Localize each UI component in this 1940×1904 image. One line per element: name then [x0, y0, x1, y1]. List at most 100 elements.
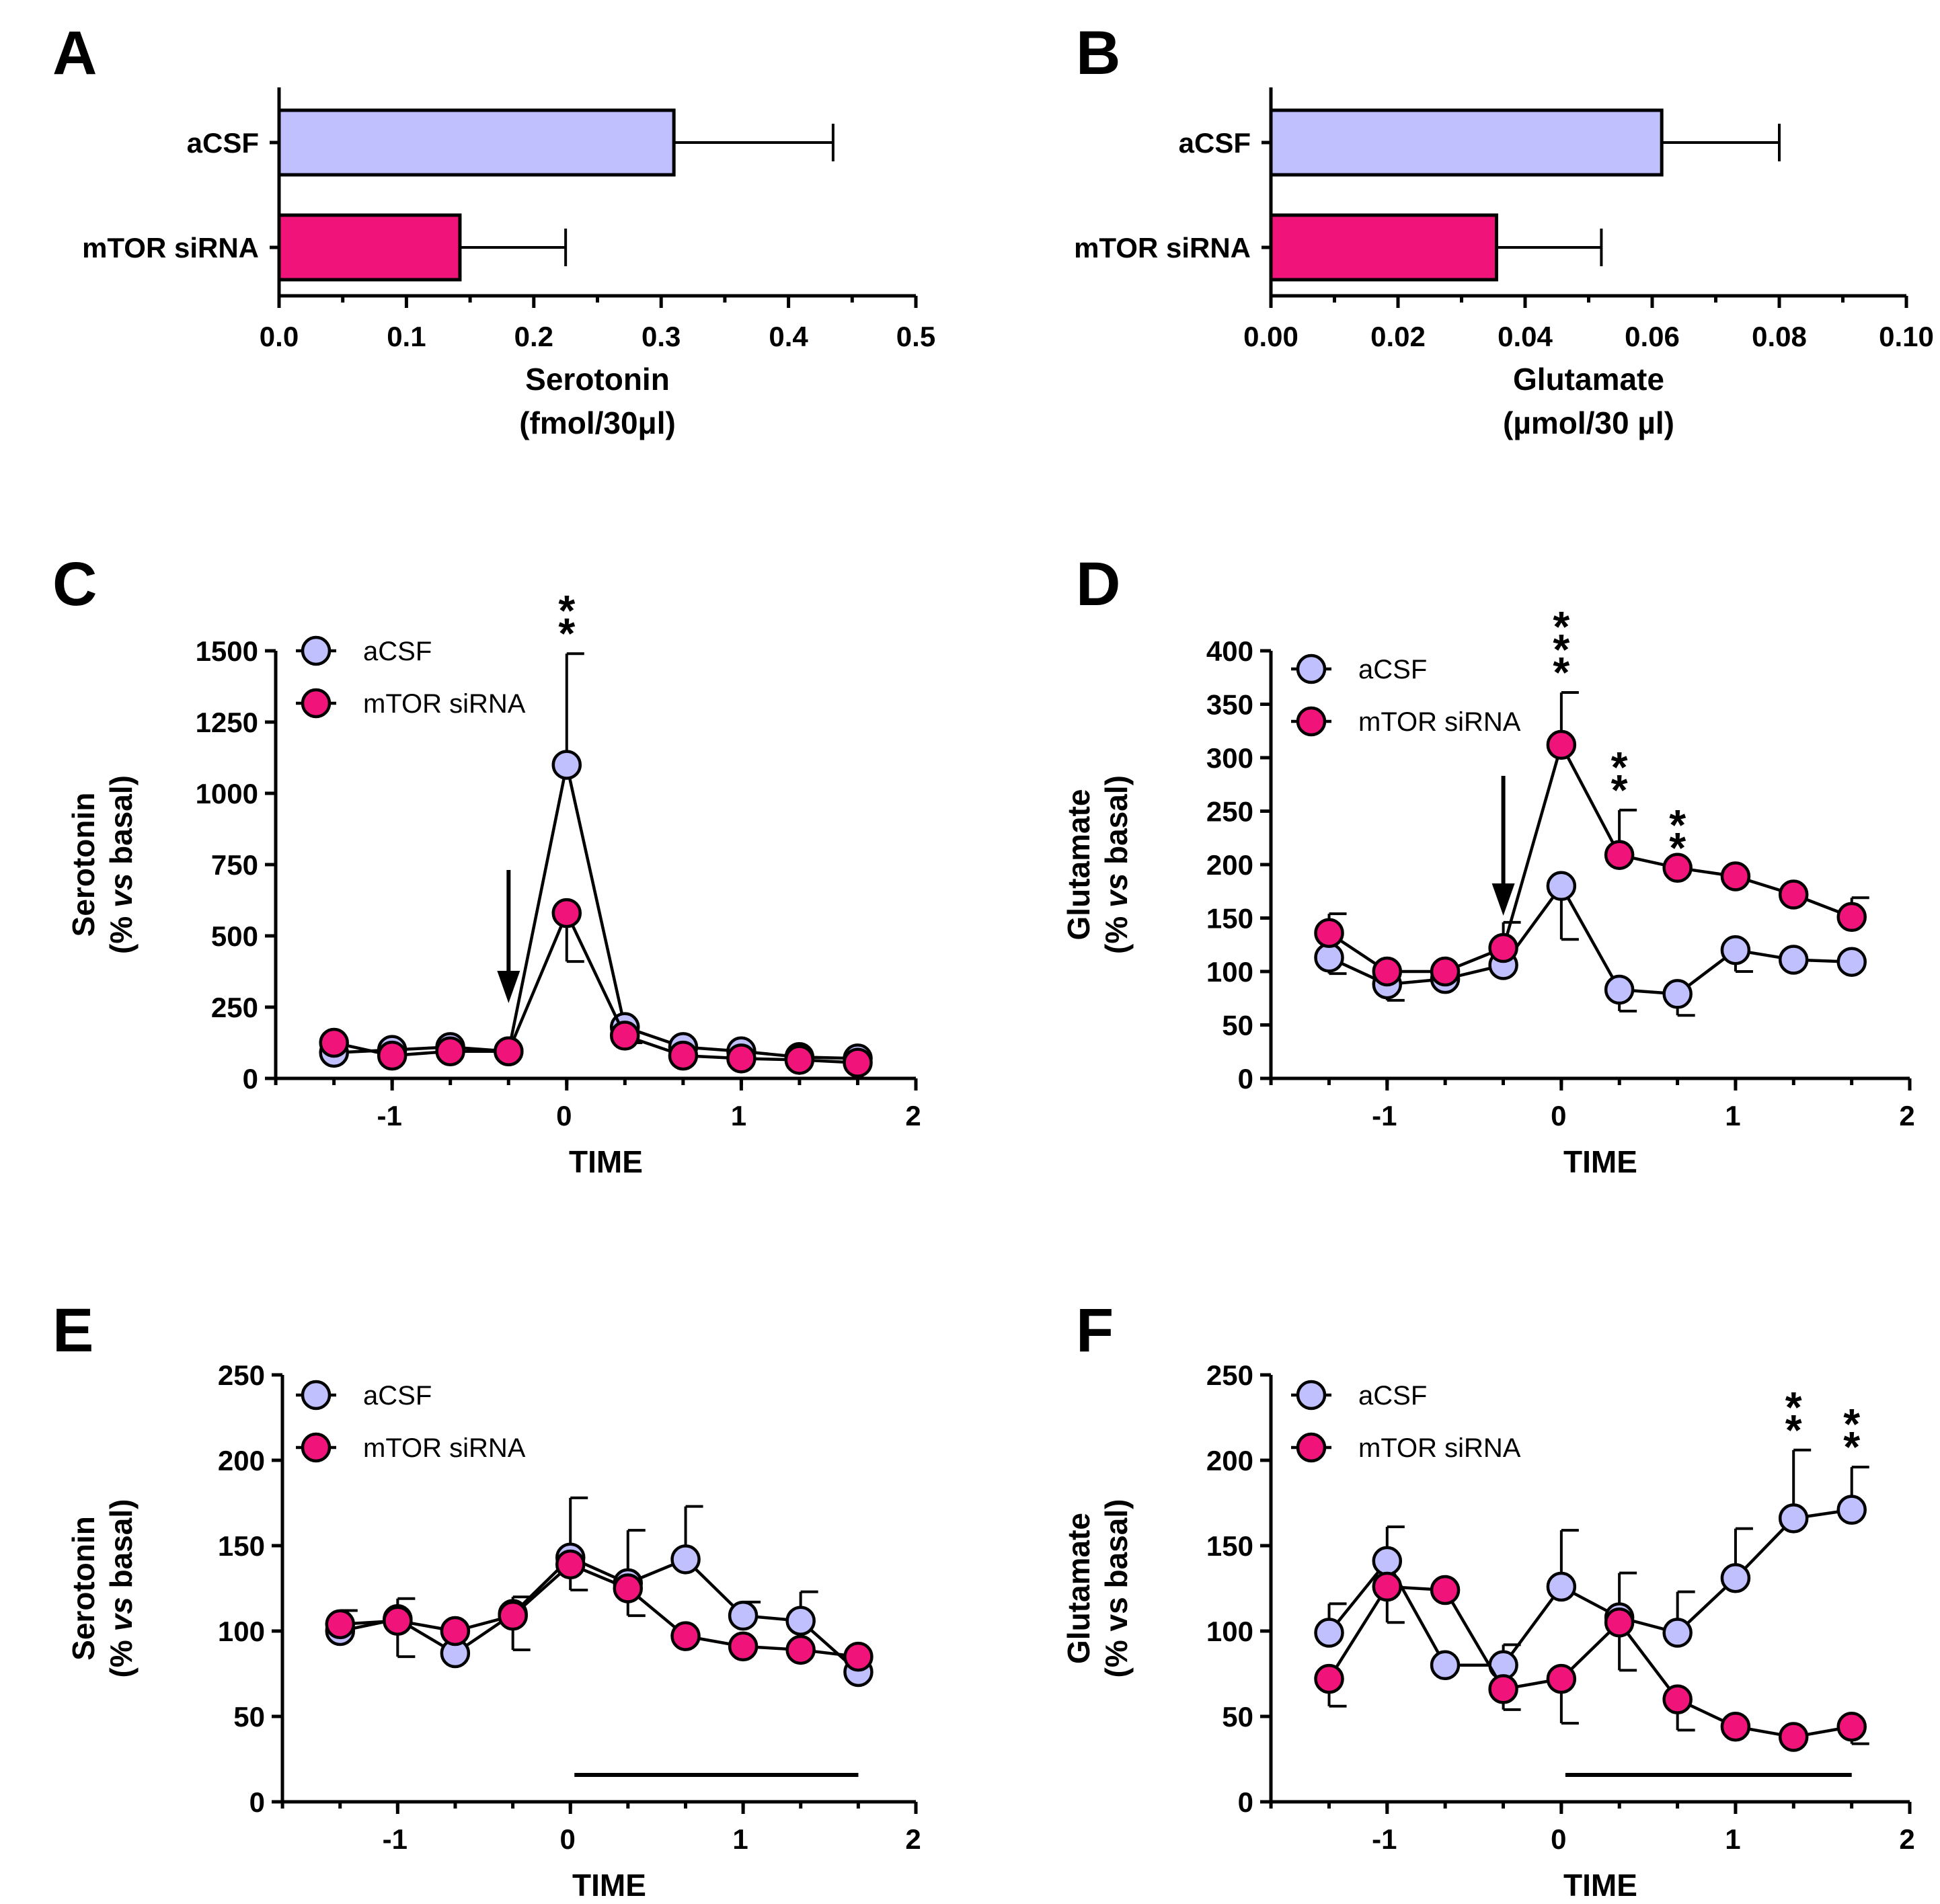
data-point — [1662, 852, 1693, 883]
data-point — [1546, 871, 1577, 902]
panel-label: D — [1076, 550, 1120, 619]
x-tick-label: 0 — [560, 1823, 576, 1855]
panel-c: C 0 250 500 750 1000 1250 1500 -1 0 1 2 TIME Serotoni… — [52, 550, 921, 1179]
data-point — [1314, 1663, 1344, 1694]
panel-label: E — [52, 1296, 93, 1365]
legend-label: aCSF — [1358, 655, 1427, 684]
bar-mtor-sirna — [277, 213, 462, 282]
y-tick-label: 350 — [1206, 689, 1253, 721]
y-tick-label: 100 — [1206, 956, 1253, 988]
y-tick-label: 150 — [1206, 903, 1253, 935]
data-point — [785, 1634, 816, 1665]
data-point — [1720, 1563, 1751, 1593]
data-point — [498, 1600, 528, 1631]
y-tick-label: 200 — [1206, 849, 1253, 881]
data-point — [843, 1641, 874, 1672]
x-tick-label: 0.2 — [514, 321, 553, 352]
significance-star: * — [1611, 766, 1628, 814]
legend: aCSF mTOR siRNA — [296, 635, 526, 719]
bar-acsf — [277, 108, 676, 177]
data-point — [726, 1043, 756, 1074]
data-point — [670, 1621, 701, 1651]
panel-label: C — [52, 550, 97, 619]
significance-stars: ** — [1785, 1383, 1802, 1454]
data-point — [1546, 729, 1577, 760]
legend-label: mTOR siRNA — [363, 1433, 526, 1463]
legend: aCSF mTOR siRNA — [1291, 1380, 1521, 1463]
data-point — [551, 898, 582, 928]
x-tick-label: -1 — [1372, 1823, 1397, 1855]
data-point — [377, 1040, 408, 1071]
x-tick-label: 1 — [1725, 1100, 1740, 1132]
data-point — [1778, 879, 1809, 910]
category-label: aCSF — [1179, 127, 1251, 159]
panel-f: F 0 50 100 150 200 250 -1 0 1 2 TIME Glutamate (% vs … — [1061, 1296, 1915, 1903]
y-axis-title-line: Serotonin — [66, 1516, 101, 1661]
y-tick-label: 0 — [1238, 1786, 1253, 1818]
data-point — [1372, 1571, 1403, 1602]
x-axis-title: TIME — [1563, 1868, 1637, 1903]
data-point — [319, 1027, 349, 1058]
y-axis-title: Glutamate (% vs basal) — [1061, 775, 1134, 954]
legend-marker — [301, 1380, 332, 1411]
data-point — [728, 1631, 759, 1662]
legend-label: mTOR siRNA — [1358, 707, 1521, 737]
y-tick-label: 400 — [1206, 635, 1253, 667]
series-mtor-sirna — [1314, 691, 1869, 987]
data-point — [670, 1544, 701, 1575]
y-tick-label: 0 — [249, 1786, 265, 1818]
y-tick-label: 100 — [1206, 1616, 1253, 1647]
data-point — [1488, 933, 1518, 963]
data-point — [1314, 918, 1344, 949]
data-point — [1720, 861, 1751, 891]
x-tick-label: 0.3 — [642, 321, 681, 352]
category-label: aCSF — [187, 127, 259, 159]
significance-star: * — [1553, 625, 1569, 674]
y-tick-label: 750 — [211, 849, 258, 881]
series-line — [340, 1562, 859, 1659]
y-tick-label: 1250 — [196, 707, 258, 738]
x-tick-label: 0 — [556, 1100, 572, 1132]
x-tick-label: 2 — [905, 1823, 921, 1855]
data-point — [1430, 1650, 1461, 1681]
significance-star: * — [1669, 824, 1686, 872]
data-point — [1778, 1722, 1809, 1752]
data-point — [1836, 1711, 1867, 1742]
x-tick-label: 0.1 — [387, 321, 426, 352]
significance-stars: ** — [558, 586, 575, 658]
significance-stars: ** — [1669, 801, 1686, 872]
significance-stars: ** — [1843, 1400, 1860, 1471]
series-mtor-sirna — [319, 898, 873, 1078]
significance-star: * — [1553, 602, 1569, 651]
data-point — [383, 1605, 413, 1636]
data-point — [1604, 1608, 1635, 1638]
data-point — [1546, 1571, 1577, 1602]
series-line — [1327, 1508, 1853, 1667]
data-point — [784, 1045, 815, 1075]
panel-label: A — [52, 19, 97, 87]
significance-stars: ** — [1611, 743, 1628, 814]
legend-marker — [1296, 653, 1327, 684]
data-point — [785, 1605, 816, 1636]
panel-e: E 0 50 100 150 200 250 -1 0 1 2 TIME Serotonin (% vs … — [52, 1296, 921, 1903]
significance-star: * — [1843, 1423, 1860, 1471]
series-line — [340, 1556, 859, 1673]
x-axis-title: TIME — [569, 1144, 643, 1179]
x-tick-label: -1 — [383, 1823, 408, 1855]
series-line — [1328, 883, 1852, 996]
data-point — [1662, 979, 1693, 1009]
y-tick-label: 100 — [218, 1616, 265, 1647]
y-tick-label: 500 — [211, 920, 258, 952]
legend-marker — [301, 688, 332, 719]
y-tick-label: 150 — [218, 1530, 265, 1562]
x-axis-title: Glutamate — [1513, 362, 1664, 397]
x-axis-title: (fmol/30μl) — [519, 405, 676, 440]
data-point — [1720, 935, 1751, 965]
data-point — [1604, 840, 1635, 870]
data-point — [1430, 956, 1461, 987]
series-mtor-sirna — [325, 1549, 874, 1672]
data-point — [551, 750, 582, 780]
y-tick-label: 50 — [1222, 1010, 1253, 1041]
